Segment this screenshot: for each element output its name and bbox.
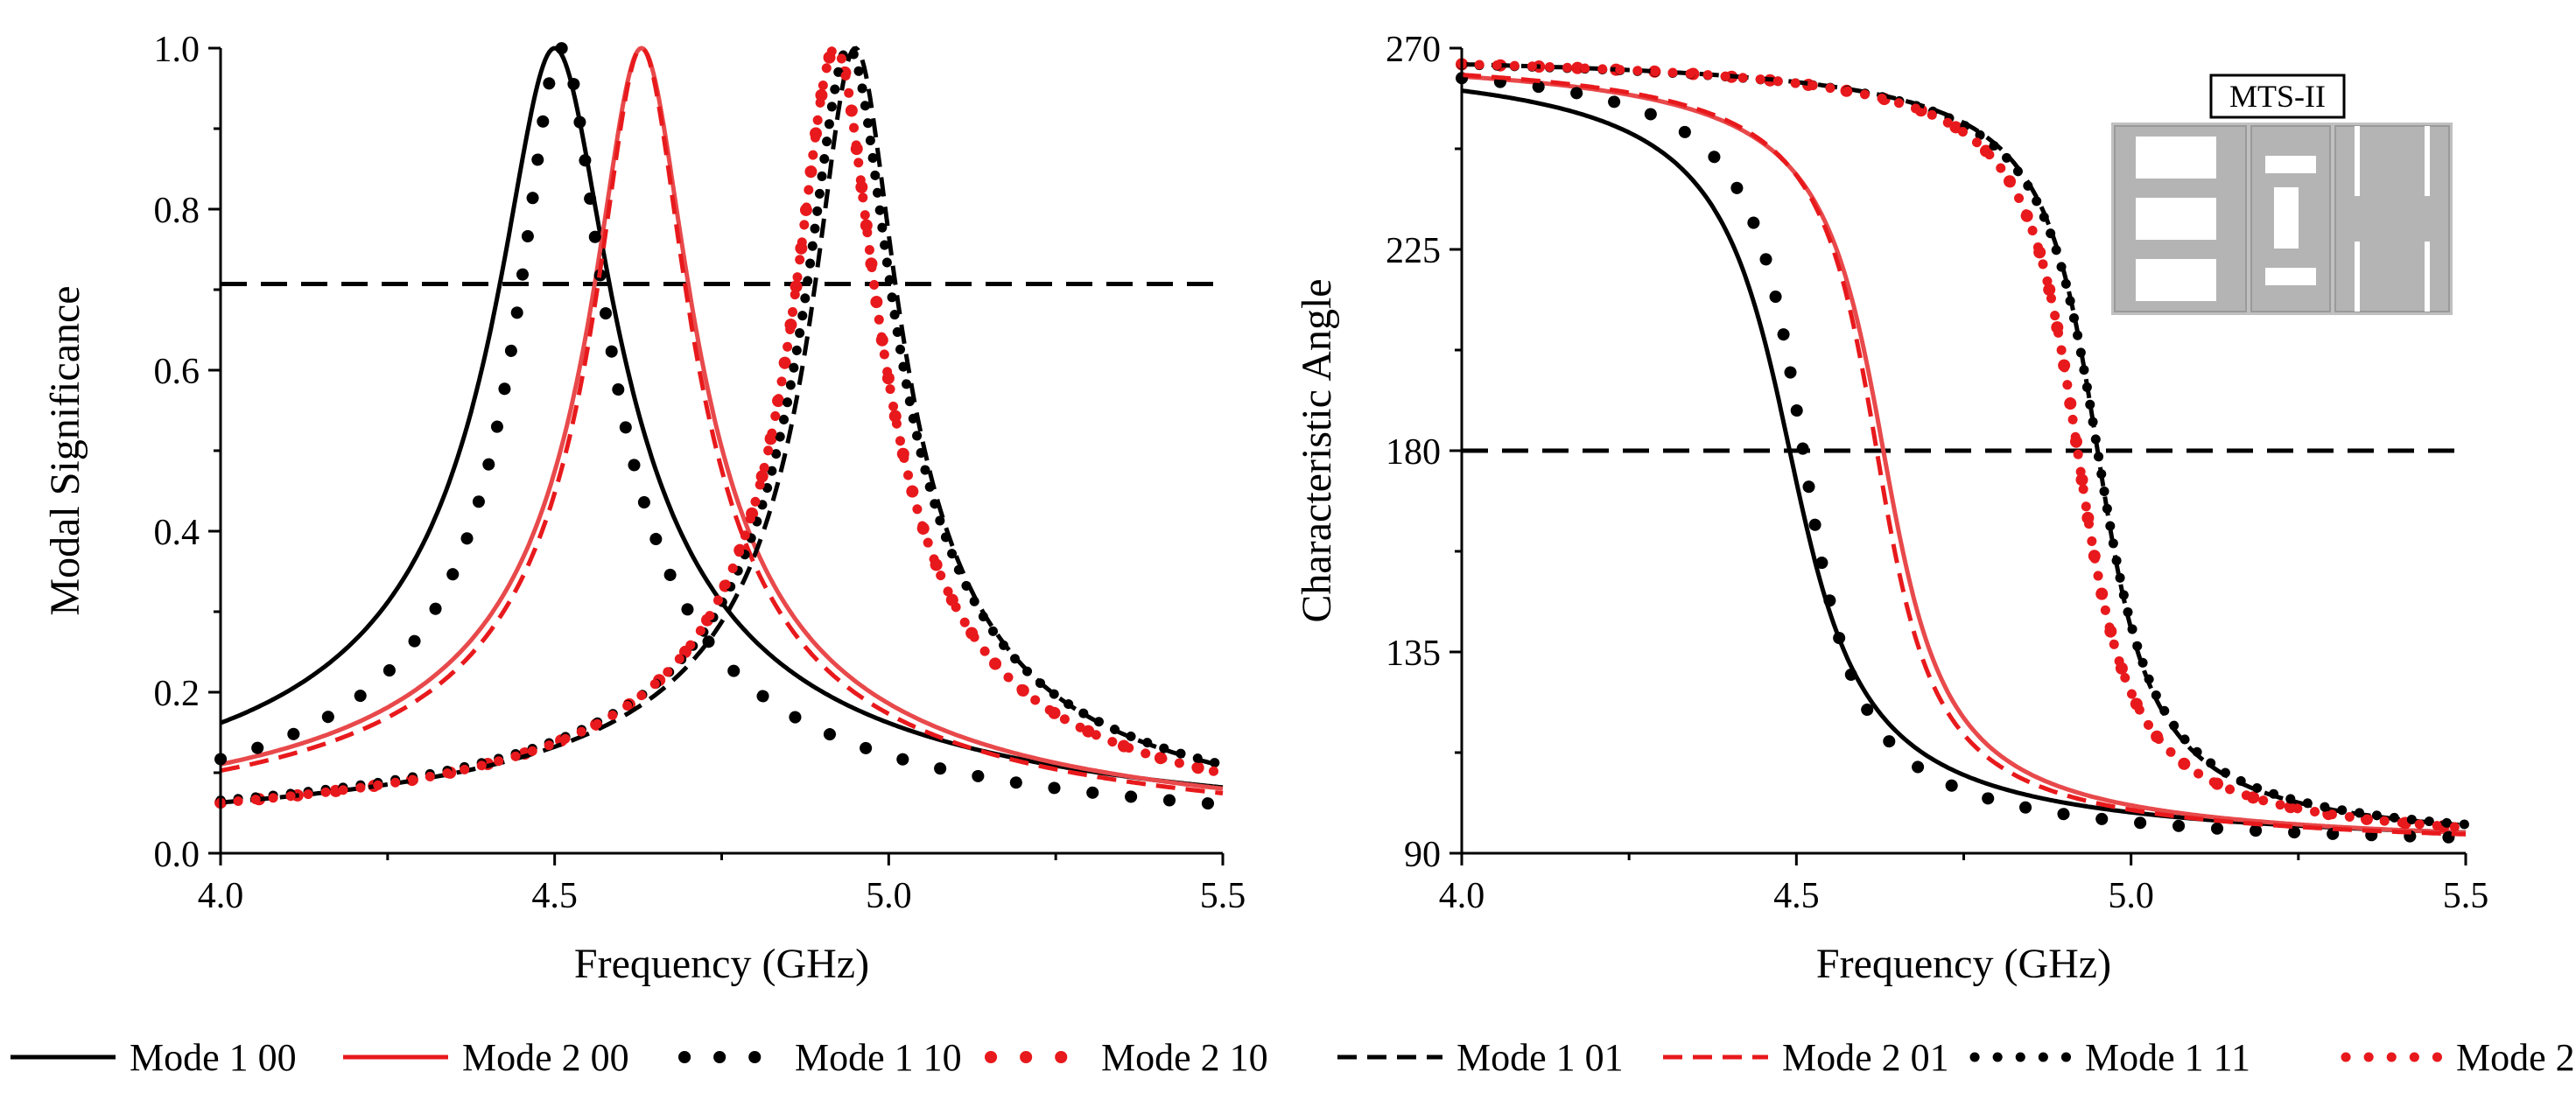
characteristic-angle-chart: MTS-II 4.0 4.5 5.0 5.5 90 135 180 225 270 Frequen…	[1294, 30, 2488, 987]
legend-label: Mode 1 01	[1456, 1036, 1624, 1079]
legend-label: Mode 1 00	[130, 1036, 297, 1079]
inset-gap-1	[2355, 126, 2360, 196]
legend-item-mode-1-01: Mode 1 01	[1337, 1036, 1624, 1079]
plot-area	[1456, 58, 2472, 844]
y-axis-title: Modal Significance	[42, 285, 88, 615]
series-mode-2-11	[1456, 59, 2471, 833]
series-mode-1-01	[220, 46, 1224, 805]
y-tick-label: 180	[1386, 432, 1441, 473]
legend-item-mode-2-11: Mode 2 11	[2341, 1036, 2576, 1079]
series-mode-2-00	[220, 46, 1224, 791]
series-mode-2-11	[215, 43, 1228, 808]
y-tick-label: 0.2	[154, 674, 200, 714]
series-mode-1-10	[1456, 72, 2472, 844]
plot-area	[214, 41, 1229, 811]
legend-item-mode-2-00: Mode 2 00	[343, 1036, 629, 1079]
inset-slot-4	[2265, 156, 2316, 173]
series-mode-1-11	[215, 43, 1228, 805]
series-mode-2-00	[1461, 74, 2467, 835]
inset-gap-3	[2355, 242, 2360, 312]
inset-slot-5	[2274, 187, 2299, 249]
series-mode-1-11	[1456, 60, 2471, 830]
modal-significance-chart: 4.0 4.5 5.0 5.5 0.0 0.2 0.4 0.6 0.8 1.0 Frequency …	[42, 30, 1246, 987]
x-tick-label: 5.5	[1200, 876, 1246, 916]
y-tick-label: 0.0	[154, 835, 200, 875]
inset-slot-2	[2136, 198, 2216, 240]
legend: Mode 1 00 Mode 2 00 Mode 1 10 Mode 2 10 Mode…	[11, 1036, 2576, 1079]
series-mode-2-10	[214, 41, 1229, 809]
inset-gap-4	[2425, 242, 2430, 312]
y-tick-label: 225	[1386, 231, 1441, 271]
x-tick-label: 4.5	[531, 876, 578, 916]
x-tick-label: 5.5	[2443, 876, 2489, 916]
series-mode-2-01	[220, 46, 1224, 795]
x-tick-label: 5.0	[2108, 876, 2154, 916]
inset-label: MTS-II	[2229, 79, 2326, 114]
legend-label: Mode 1 11	[2085, 1036, 2250, 1079]
x-tick-label: 4.5	[1773, 876, 1820, 916]
x-tick-label: 5.0	[866, 876, 912, 916]
y-tick-label: 0.8	[154, 191, 200, 231]
legend-item-mode-2-10: Mode 2 10	[985, 1036, 1268, 1079]
inset-label-box	[2209, 74, 2346, 119]
legend-label: Mode 2 10	[1101, 1036, 1268, 1079]
legend-item-mode-1-10: Mode 1 10	[678, 1036, 962, 1079]
legend-item-mode-1-11: Mode 1 11	[1969, 1036, 2250, 1079]
legend-item-mode-1-00: Mode 1 00	[11, 1036, 297, 1079]
x-axis-title: Frequency (GHz)	[574, 941, 869, 987]
legend-label: Mode 1 10	[795, 1036, 962, 1079]
x-tick-label: 4.0	[198, 876, 244, 916]
inset-cell-right	[2334, 125, 2450, 312]
series-mode-1-10	[214, 41, 1229, 811]
y-tick-label: 0.4	[154, 513, 200, 553]
y-tick-label: 135	[1386, 634, 1441, 674]
y-tick-label: 0.6	[154, 352, 200, 392]
mts-ii-inset-image: MTS-II	[2111, 74, 2453, 315]
inset-slot-1	[2136, 137, 2216, 179]
legend-label: Mode 2 01	[1782, 1036, 1949, 1079]
inset-slot-6	[2265, 268, 2316, 285]
y-axis-title: Characteristic Angle	[1294, 278, 1340, 622]
inset-slot-3	[2136, 259, 2216, 301]
legend-item-mode-2-01: Mode 2 01	[1663, 1036, 1949, 1079]
y-tick-label: 270	[1386, 30, 1441, 70]
legend-label: Mode 2 11	[2456, 1036, 2576, 1079]
series-mode-1-00	[220, 46, 1224, 790]
x-tick-label: 4.0	[1439, 876, 1485, 916]
x-axis-title: Frequency (GHz)	[1816, 941, 2111, 987]
legend-label: Mode 2 00	[462, 1036, 629, 1079]
y-tick-label: 90	[1404, 835, 1441, 875]
y-tick-label: 1.0	[154, 30, 200, 70]
inset-gap-2	[2425, 126, 2430, 196]
